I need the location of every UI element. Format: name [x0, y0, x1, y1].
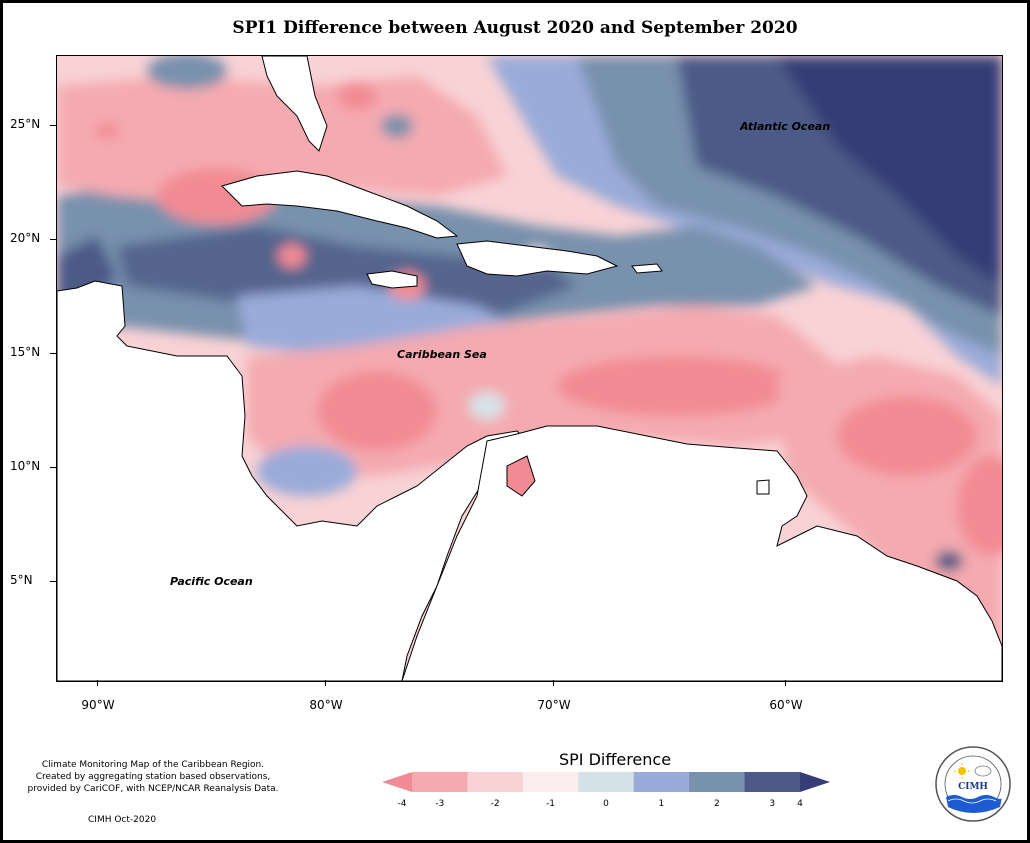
- legend-cell: [633, 772, 690, 792]
- legend-tick-label: 2: [713, 799, 720, 809]
- legend-title: SPI Difference: [558, 750, 672, 769]
- credit-line: Climate Monitoring Map of the Caribbean …: [41, 760, 265, 770]
- legend-tick-label: -1: [546, 799, 556, 809]
- lat-tick: [50, 353, 56, 354]
- legend-cell: [578, 772, 635, 792]
- legend-colorbar: [382, 772, 830, 792]
- lon-label: 70°W: [537, 698, 571, 712]
- pacific-ocean-label: Pacific Ocean: [170, 575, 253, 588]
- lat-label: 25°N: [10, 117, 41, 131]
- credit-line: Created by aggregating station based obs…: [35, 772, 271, 782]
- credit-text: Climate Monitoring Map of the Caribbean …: [18, 759, 288, 795]
- lat-label: 20°N: [10, 231, 41, 245]
- legend-cell: [522, 772, 579, 792]
- lat-tick: [50, 125, 56, 126]
- lon-tick: [785, 680, 786, 686]
- lon-tick: [325, 680, 326, 686]
- legend-tick-label: -2: [490, 799, 500, 809]
- legend-arrow-low: [382, 772, 412, 792]
- sun-icon: [958, 767, 966, 775]
- credit-date: CIMH Oct-2020: [88, 815, 157, 825]
- legend-cell: [744, 772, 801, 792]
- legend-arrow-high: [800, 772, 830, 792]
- legend-tick-label: 3: [769, 799, 776, 809]
- legend-cell: [412, 772, 468, 792]
- lon-tick: [97, 680, 98, 686]
- legend-cell: [689, 772, 746, 792]
- legend-tick-label: 4: [797, 799, 803, 809]
- legend-tick-label: -3: [435, 799, 445, 809]
- legend-tick-label: -4: [397, 799, 407, 809]
- legend-tick-label: 1: [658, 799, 665, 809]
- credit-line: provided by CariCOF, with NCEP/NCAR Rean…: [27, 784, 279, 794]
- lon-tick: [553, 680, 554, 686]
- lat-label: 15°N: [10, 345, 41, 359]
- lon-label: 90°W: [81, 698, 115, 712]
- cloud-icon: [974, 765, 992, 777]
- lon-label: 60°W: [769, 698, 803, 712]
- lat-tick: [50, 467, 56, 468]
- cimh-logo: CIMH: [935, 746, 1011, 822]
- lon-label: 80°W: [309, 698, 343, 712]
- lat-label: 10°N: [10, 459, 41, 473]
- map-title: SPI1 Difference between August 2020 and …: [232, 18, 798, 38]
- legend-cell: [467, 772, 524, 792]
- logo-text: CIMH: [958, 782, 988, 792]
- lat-label: 5°N: [10, 573, 33, 587]
- lat-tick: [50, 239, 56, 240]
- atlantic-ocean-label: Atlantic Ocean: [740, 120, 831, 133]
- caribbean-sea-label: Caribbean Sea: [397, 348, 487, 361]
- map-panel: [56, 55, 1003, 682]
- legend-tick-label: 0: [603, 799, 609, 809]
- lat-tick: [50, 581, 56, 582]
